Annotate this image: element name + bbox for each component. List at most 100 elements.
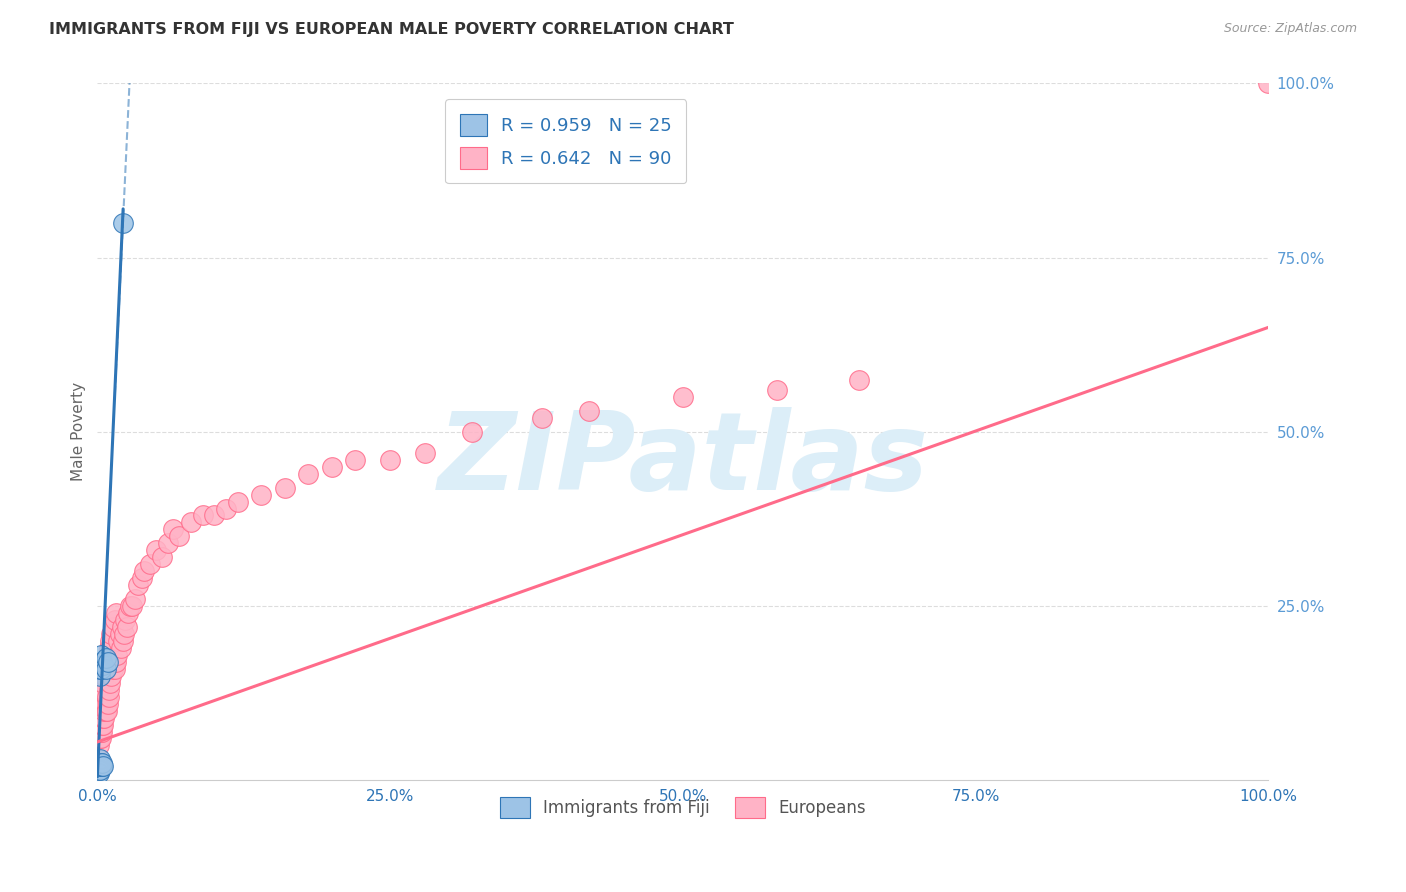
Point [107, 634, 129, 648]
Point [103, 655, 125, 669]
Point [91, 717, 114, 731]
Point [96, 690, 118, 704]
Point [134, 564, 156, 578]
Point [87, 759, 110, 773]
Point [413, 446, 436, 460]
Point [169, 529, 191, 543]
Legend: Immigrants from Fiji, Europeans: Immigrants from Fiji, Europeans [494, 790, 873, 824]
Point [91, 704, 114, 718]
Point [90, 648, 112, 662]
Point [94, 704, 117, 718]
Point [297, 467, 319, 481]
Point [89, 710, 111, 724]
Point [96, 704, 118, 718]
Point [91, 658, 114, 673]
Point [89, 759, 111, 773]
Point [89, 669, 111, 683]
Point [114, 613, 136, 627]
Point [156, 536, 179, 550]
Point [104, 613, 127, 627]
Point [104, 662, 127, 676]
Point [110, 640, 132, 655]
Point [378, 452, 401, 467]
Point [127, 578, 149, 592]
Point [87, 724, 110, 739]
Point [91, 717, 114, 731]
Text: IMMIGRANTS FROM FIJI VS EUROPEAN MALE POVERTY CORRELATION CHART: IMMIGRANTS FROM FIJI VS EUROPEAN MALE PO… [49, 22, 734, 37]
Point [150, 550, 173, 565]
Point [97, 655, 120, 669]
Point [90, 662, 112, 676]
Point [250, 487, 273, 501]
Point [96, 655, 118, 669]
Point [98, 675, 121, 690]
Point [91, 675, 114, 690]
Point [226, 494, 249, 508]
Point [112, 216, 135, 230]
Point [115, 620, 138, 634]
Point [98, 634, 121, 648]
Point [94, 662, 117, 676]
Point [89, 655, 111, 669]
Point [90, 710, 112, 724]
Point [94, 697, 117, 711]
Point [274, 481, 297, 495]
Point [90, 655, 112, 669]
Point [100, 669, 122, 683]
Text: Source: ZipAtlas.com: Source: ZipAtlas.com [1223, 22, 1357, 36]
Point [91, 710, 114, 724]
Point [765, 383, 787, 397]
Point [93, 710, 115, 724]
Point [343, 452, 366, 467]
Point [87, 717, 110, 731]
Point [461, 425, 484, 439]
Point [117, 606, 139, 620]
Point [139, 558, 162, 572]
Point [98, 640, 121, 655]
Point [112, 627, 135, 641]
Text: ZIPatlas: ZIPatlas [437, 407, 928, 513]
Point [90, 717, 112, 731]
Point [145, 543, 167, 558]
Point [97, 648, 120, 662]
Point [90, 759, 112, 773]
Point [91, 759, 114, 773]
Point [105, 606, 128, 620]
Point [321, 459, 343, 474]
Point [131, 571, 153, 585]
Point [204, 508, 226, 523]
Point [180, 516, 202, 530]
Point [87, 766, 110, 780]
Point [672, 390, 695, 404]
Point [98, 690, 121, 704]
Point [91, 724, 114, 739]
Point [89, 763, 111, 777]
Point [90, 756, 112, 770]
Point [531, 411, 554, 425]
Point [91, 655, 114, 669]
Point [98, 682, 121, 697]
Point [90, 724, 112, 739]
Point [111, 620, 134, 634]
Point [89, 756, 111, 770]
Point [124, 592, 146, 607]
Point [90, 731, 112, 746]
Point [87, 763, 110, 777]
Y-axis label: Male Poverty: Male Poverty [72, 383, 86, 482]
Point [90, 704, 112, 718]
Point [94, 651, 117, 665]
Point [89, 662, 111, 676]
Point [108, 627, 131, 641]
Point [94, 662, 117, 676]
Point [112, 634, 135, 648]
Point [89, 724, 111, 739]
Point [121, 599, 143, 613]
Point [87, 739, 110, 753]
Point [93, 669, 115, 683]
Point [1257, 77, 1279, 91]
Point [215, 501, 238, 516]
Point [87, 756, 110, 770]
Point [89, 704, 111, 718]
Point [191, 508, 214, 523]
Point [89, 717, 111, 731]
